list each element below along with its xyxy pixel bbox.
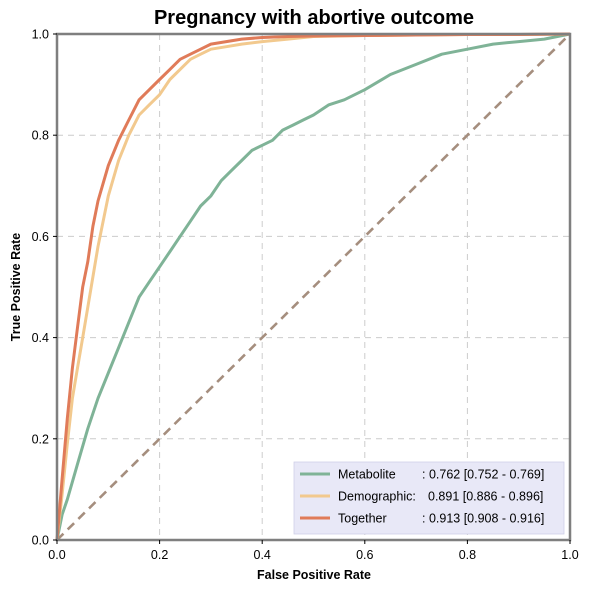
legend-label-together: Together [338, 512, 387, 526]
y-tick-label: 0.6 [32, 230, 49, 244]
y-axis-ticks: 0.0 0.2 0.4 0.6 0.8 1.0 [32, 28, 57, 548]
y-tick-label: 0.0 [32, 534, 49, 548]
x-tick-label: 1.0 [561, 548, 578, 562]
legend-auc-demographic: 0.891 [0.886 - 0.896] [428, 490, 543, 504]
x-tick-label: 0.4 [254, 548, 271, 562]
x-axis-ticks: 0.0 0.2 0.4 0.6 0.8 1.0 [48, 540, 578, 562]
x-tick-label: 0.0 [48, 548, 65, 562]
chart-title: Pregnancy with abortive outcome [154, 7, 474, 29]
x-tick-label: 0.6 [356, 548, 373, 562]
legend-label-demographic: Demographic: [338, 490, 416, 504]
x-axis-label: False Positive Rate [257, 568, 371, 582]
legend-label-metabolite: Metabolite [338, 468, 396, 482]
x-tick-label: 0.2 [151, 548, 168, 562]
x-tick-label: 0.8 [459, 548, 476, 562]
y-tick-label: 0.4 [32, 331, 49, 345]
legend-auc-metabolite: : 0.762 [0.752 - 0.769] [422, 468, 544, 482]
y-tick-label: 0.2 [32, 432, 49, 446]
y-axis-label: True Positive Rate [9, 233, 23, 341]
y-tick-label: 0.8 [32, 129, 49, 143]
legend: Metabolite : 0.762 [0.752 - 0.769] Demogra… [294, 462, 564, 534]
y-tick-label: 1.0 [32, 28, 49, 42]
legend-auc-together: : 0.913 [0.908 - 0.916] [422, 512, 544, 526]
